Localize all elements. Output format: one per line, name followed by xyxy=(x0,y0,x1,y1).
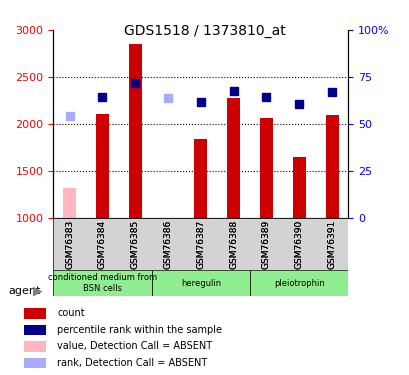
Text: GSM76389: GSM76389 xyxy=(261,220,270,269)
Bar xyxy=(24,341,46,352)
Text: GSM76391: GSM76391 xyxy=(327,220,336,269)
FancyBboxPatch shape xyxy=(53,217,348,270)
Bar xyxy=(24,308,46,319)
Text: value, Detection Call = ABSENT: value, Detection Call = ABSENT xyxy=(57,342,212,351)
Text: GSM76391: GSM76391 xyxy=(327,220,336,269)
Text: GDS1518 / 1373810_at: GDS1518 / 1373810_at xyxy=(124,24,285,38)
Text: GSM76385: GSM76385 xyxy=(130,220,139,269)
Bar xyxy=(24,325,46,335)
Bar xyxy=(63,188,76,218)
Text: GSM76387: GSM76387 xyxy=(196,220,205,269)
Bar xyxy=(24,358,46,368)
Text: count: count xyxy=(57,309,85,318)
Text: GSM76383: GSM76383 xyxy=(65,220,74,269)
Text: GSM76388: GSM76388 xyxy=(229,220,238,269)
Bar xyxy=(128,44,142,218)
Bar xyxy=(292,157,305,218)
Bar xyxy=(325,116,338,218)
Text: GSM76386: GSM76386 xyxy=(163,220,172,269)
Text: GSM76385: GSM76385 xyxy=(130,220,139,269)
Text: GSM76384: GSM76384 xyxy=(98,220,107,269)
Text: GSM76389: GSM76389 xyxy=(261,220,270,269)
Text: GSM76388: GSM76388 xyxy=(229,220,238,269)
Text: rank, Detection Call = ABSENT: rank, Detection Call = ABSENT xyxy=(57,358,207,368)
FancyBboxPatch shape xyxy=(249,270,348,296)
Text: GSM76383: GSM76383 xyxy=(65,220,74,269)
Text: GSM76387: GSM76387 xyxy=(196,220,205,269)
Text: GSM76386: GSM76386 xyxy=(163,220,172,269)
Text: GSM76390: GSM76390 xyxy=(294,220,303,269)
Bar xyxy=(227,98,240,218)
Text: GSM76384: GSM76384 xyxy=(98,220,107,269)
Text: pleiotrophin: pleiotrophin xyxy=(273,279,324,288)
Text: GSM76390: GSM76390 xyxy=(294,220,303,269)
Text: agent: agent xyxy=(8,286,40,296)
Bar xyxy=(194,139,207,218)
FancyBboxPatch shape xyxy=(53,270,151,296)
Text: ▶: ▶ xyxy=(33,284,42,297)
Text: percentile rank within the sample: percentile rank within the sample xyxy=(57,325,222,335)
Text: heregulin: heregulin xyxy=(180,279,220,288)
Text: conditioned medium from
BSN cells: conditioned medium from BSN cells xyxy=(48,273,157,293)
Bar xyxy=(96,114,109,218)
Bar xyxy=(259,118,272,218)
FancyBboxPatch shape xyxy=(151,270,249,296)
